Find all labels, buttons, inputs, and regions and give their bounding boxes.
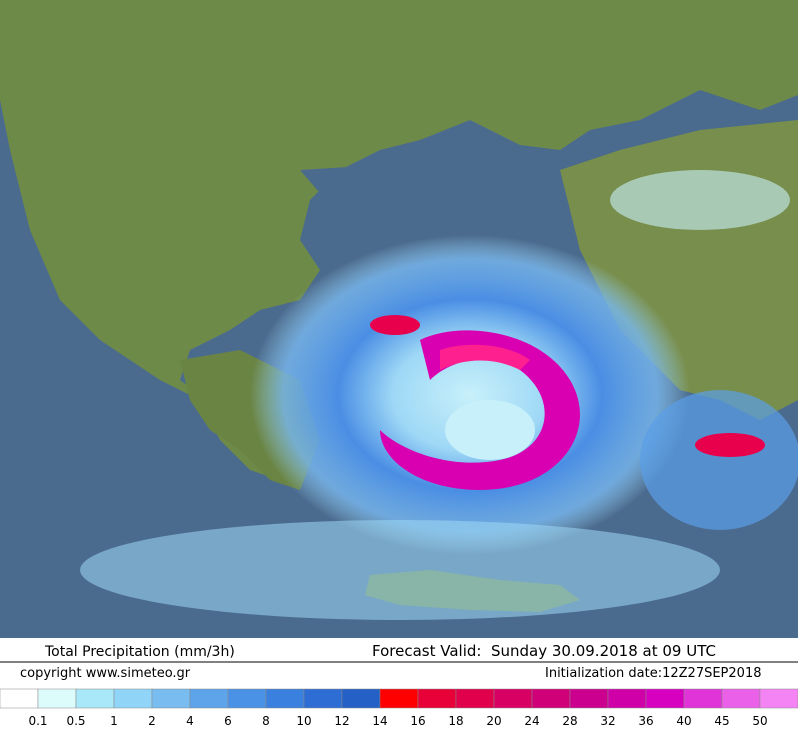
initialization: Initialization date:12Z27SEP2018 — [545, 666, 761, 681]
legend-swatch — [721, 688, 761, 709]
legend-label: 40 — [676, 714, 691, 728]
legend-swatch — [417, 688, 457, 709]
legend-swatch — [75, 688, 115, 709]
legend-label: 18 — [448, 714, 463, 728]
legend-swatch — [265, 688, 305, 709]
legend-label: 8 — [262, 714, 270, 728]
copyright: copyright www.simeteo.gr — [20, 666, 191, 681]
legend-label: 45 — [714, 714, 729, 728]
legend-swatch — [607, 688, 647, 709]
legend-swatch — [455, 688, 495, 709]
legend-swatch — [151, 688, 191, 709]
legend-label: 50 — [752, 714, 767, 728]
legend-swatch — [493, 688, 533, 709]
legend-swatch — [37, 688, 77, 709]
legend-label: 16 — [410, 714, 425, 728]
legend-label: 1 — [110, 714, 118, 728]
legend-swatch — [531, 688, 571, 709]
storm-eye — [445, 400, 535, 460]
legend-label: 6 — [224, 714, 232, 728]
legend-swatch — [379, 688, 419, 709]
legend-label: 0.1 — [28, 714, 47, 728]
legend-label: 28 — [562, 714, 577, 728]
map-title: Total Precipitation (mm/3h) — [44, 644, 235, 660]
legend-swatch — [227, 688, 267, 709]
legend-swatch — [569, 688, 609, 709]
rain-east — [640, 390, 798, 530]
legend-swatch — [0, 688, 39, 709]
legend-label: 32 — [600, 714, 615, 728]
legend-label: 12 — [334, 714, 349, 728]
rain-spot-east — [695, 433, 765, 457]
legend-label: 0.5 — [66, 714, 85, 728]
forecast-valid: Forecast Valid: Sunday 30.09.2018 at 09 … — [372, 642, 716, 660]
legend-swatch — [303, 688, 343, 709]
legend-swatch — [189, 688, 229, 709]
legend-label: 24 — [524, 714, 539, 728]
legend-label: 14 — [372, 714, 387, 728]
legend-swatch — [683, 688, 723, 709]
legend-swatch — [645, 688, 685, 709]
rain-north — [610, 170, 790, 230]
legend-label: 10 — [296, 714, 311, 728]
rain-core — [380, 330, 580, 490]
legend-swatch — [113, 688, 153, 709]
rain-spot — [370, 315, 420, 335]
legend-label: 2 — [148, 714, 156, 728]
rain-band — [80, 520, 720, 620]
color-legend: 0.1 0.5 1 2 4 6 8 10 12 14 16 18 20 24 28 32 36 40 45 50 — [0, 688, 798, 728]
legend-swatch — [341, 688, 381, 709]
legend-swatch — [759, 688, 798, 709]
legend-label: 36 — [638, 714, 653, 728]
legend-label: 20 — [486, 714, 501, 728]
land-balkans — [0, 0, 798, 480]
gulf — [300, 165, 420, 215]
legend-label: 4 — [186, 714, 194, 728]
rain-field — [250, 235, 690, 555]
rain-core-inner — [440, 344, 530, 370]
